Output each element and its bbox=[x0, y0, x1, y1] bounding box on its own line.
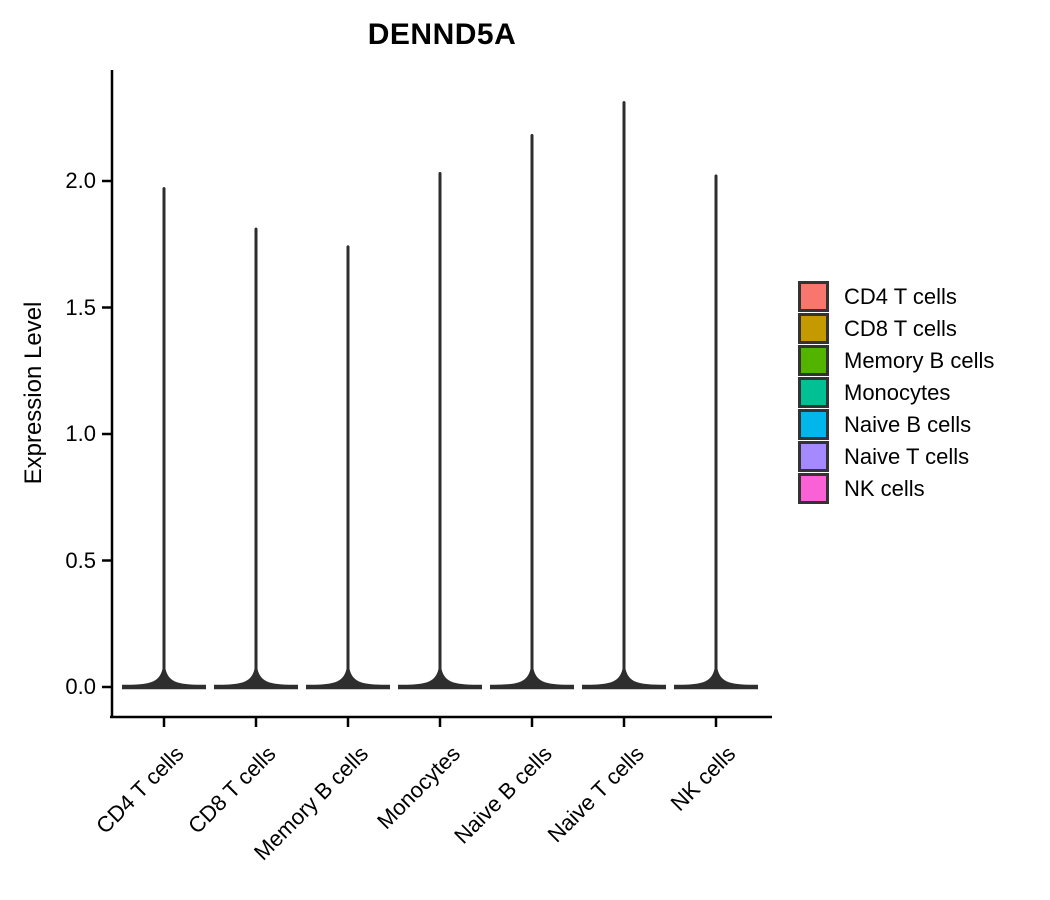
y-tick-label: 1.5 bbox=[65, 294, 96, 320]
legend-swatch bbox=[798, 408, 829, 440]
legend-item: CD8 T cells bbox=[798, 312, 994, 344]
legend-item: Monocytes bbox=[798, 376, 994, 408]
violin-shape-memory-b-cells bbox=[306, 245, 390, 690]
violin-shape-naive-b-cells bbox=[490, 133, 574, 690]
legend-label: Naive T cells bbox=[844, 443, 970, 469]
legend-label: Monocytes bbox=[844, 379, 951, 405]
y-tick-label: 0.0 bbox=[65, 674, 96, 699]
legend-label: NK cells bbox=[844, 475, 925, 501]
violins-group bbox=[122, 101, 758, 690]
legend-label: CD4 T cells bbox=[844, 283, 957, 309]
legend-swatch bbox=[798, 344, 829, 376]
y-tick-label: 2.0 bbox=[65, 168, 96, 193]
legend-item: Memory B cells bbox=[798, 344, 994, 376]
y-tick-label: 0.5 bbox=[65, 547, 96, 573]
axes-group bbox=[102, 70, 772, 727]
plot-title: DENND5A bbox=[367, 18, 517, 51]
legend-item: Naive B cells bbox=[798, 408, 994, 440]
legend-item: CD4 T cells bbox=[798, 280, 994, 312]
legend: CD4 T cells CD8 T cells Memory B cells Mono… bbox=[798, 280, 994, 504]
legend-item: NK cells bbox=[798, 472, 994, 504]
y-tick-label: 1.0 bbox=[65, 421, 96, 446]
legend-swatch bbox=[798, 376, 829, 408]
violin-shape-naive-t-cells bbox=[582, 101, 666, 690]
legend-label: Memory B cells bbox=[844, 347, 995, 373]
legend-swatch bbox=[798, 472, 829, 504]
legend-label: CD8 T cells bbox=[844, 315, 957, 341]
violin-shape-cd8-t-cells bbox=[214, 227, 298, 690]
legend-item: Naive T cells bbox=[798, 440, 994, 472]
legend-swatch bbox=[798, 440, 829, 472]
legend-swatch bbox=[798, 312, 829, 344]
violin-shape-monocytes bbox=[398, 171, 482, 690]
legend-label: Naive B cells bbox=[844, 411, 972, 437]
violin-shape-nk-cells bbox=[674, 174, 758, 690]
violin-shape-cd4-t-cells bbox=[122, 187, 206, 690]
legend-swatch bbox=[798, 280, 829, 312]
